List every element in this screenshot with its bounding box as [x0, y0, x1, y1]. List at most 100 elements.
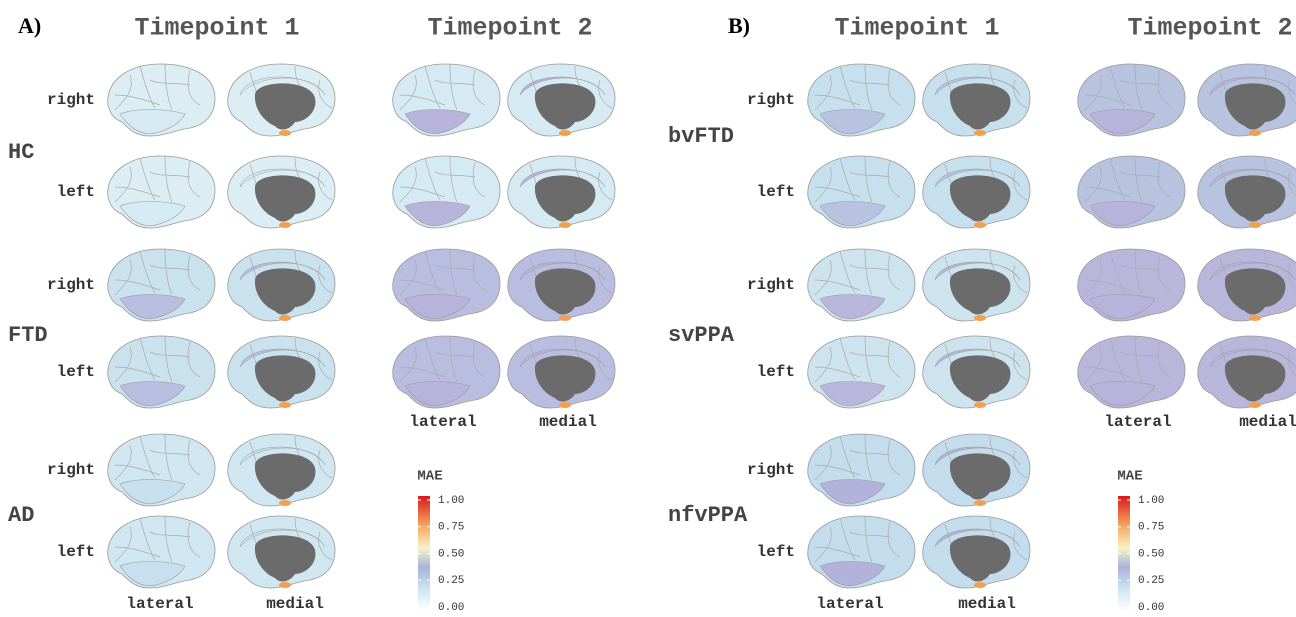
medial-brain — [508, 64, 615, 136]
medial-brain — [923, 336, 1030, 408]
colorbar-title: MAE — [1117, 469, 1142, 485]
temporal-pole — [974, 582, 986, 588]
lateral-brain — [808, 434, 915, 506]
group-name: AD — [8, 503, 34, 528]
view-label: medial — [266, 595, 324, 613]
hemisphere-label: right — [747, 276, 795, 294]
colorbar-title: MAE — [417, 469, 442, 485]
lateral-brain — [808, 249, 915, 321]
colorbar-tick-label: 0.75 — [438, 522, 464, 534]
medial-brain — [1198, 336, 1296, 408]
hemisphere-label: right — [47, 91, 95, 109]
lateral-brain — [108, 434, 215, 506]
view-label: lateral — [409, 413, 476, 431]
lateral-brain — [808, 516, 915, 588]
group-name: svPPA — [668, 323, 735, 348]
hemisphere-label: left — [57, 543, 95, 561]
hemisphere-label: right — [47, 461, 95, 479]
medial-brain — [508, 156, 615, 228]
medial-brain — [923, 64, 1030, 136]
hemisphere-label: left — [57, 363, 95, 381]
view-label: medial — [1239, 413, 1296, 431]
hemisphere-label: left — [57, 183, 95, 201]
panel-label: A) — [18, 13, 41, 38]
colorbar-tick-label: 0.25 — [438, 575, 464, 587]
temporal-pole — [559, 222, 571, 228]
colorbar-tick-label: 0.50 — [438, 548, 464, 560]
temporal-pole — [974, 130, 986, 136]
hemisphere-label: left — [757, 363, 795, 381]
lateral-brain — [108, 336, 215, 408]
colorbar-tick-label: 0.75 — [1138, 522, 1164, 534]
medial-brain — [228, 249, 335, 321]
view-label: medial — [958, 595, 1016, 613]
lateral-brain — [1078, 156, 1185, 228]
lateral-brain — [108, 516, 215, 588]
medial-brain — [228, 336, 335, 408]
temporal-pole — [1249, 222, 1261, 228]
view-label: lateral — [816, 595, 883, 613]
temporal-pole — [279, 222, 291, 228]
lateral-brain — [393, 156, 500, 228]
panel-label: B) — [728, 13, 750, 38]
figure: A)Timepoint 1Timepoint 2HCrightleftFTDri… — [0, 0, 1296, 617]
temporal-pole — [279, 130, 291, 136]
lateral-brain — [808, 336, 915, 408]
temporal-pole — [1249, 130, 1261, 136]
colorbar-tick-label: 0.00 — [438, 602, 464, 614]
lateral-brain — [393, 249, 500, 321]
colorbar-tick-label: 0.00 — [1138, 602, 1164, 614]
medial-brain — [228, 156, 335, 228]
medial-brain — [923, 516, 1030, 588]
medial-brain — [923, 249, 1030, 321]
medial-brain — [228, 516, 335, 588]
medial-brain — [1198, 156, 1296, 228]
lateral-brain — [108, 156, 215, 228]
lateral-brain — [1078, 249, 1185, 321]
temporal-pole — [974, 315, 986, 321]
medial-brain — [923, 434, 1030, 506]
colorbar-tick-label: 0.50 — [1138, 548, 1164, 560]
medial-brain — [923, 156, 1030, 228]
temporal-pole — [559, 315, 571, 321]
lateral-brain — [393, 64, 500, 136]
colorbar-tick-label: 1.00 — [438, 495, 464, 507]
lateral-brain — [808, 156, 915, 228]
colorbar-tick-label: 1.00 — [1138, 495, 1164, 507]
temporal-pole — [279, 582, 291, 588]
temporal-pole — [279, 402, 291, 408]
group-name: nfvPPA — [668, 503, 748, 528]
colorbar-tick-label: 0.25 — [1138, 575, 1164, 587]
hemisphere-label: right — [47, 276, 95, 294]
temporal-pole — [1249, 402, 1261, 408]
lateral-brain — [108, 64, 215, 136]
lateral-brain — [108, 249, 215, 321]
column-title: Timepoint 2 — [427, 14, 592, 43]
lateral-brain — [808, 64, 915, 136]
group-name: bvFTD — [668, 124, 734, 149]
lateral-brain — [393, 336, 500, 408]
hemisphere-label: right — [747, 91, 795, 109]
temporal-pole — [279, 315, 291, 321]
medial-brain — [508, 249, 615, 321]
temporal-pole — [559, 402, 571, 408]
column-title: Timepoint 2 — [1127, 14, 1292, 43]
medial-brain — [1198, 249, 1296, 321]
hemisphere-label: left — [757, 183, 795, 201]
view-label: medial — [539, 413, 597, 431]
medial-brain — [228, 434, 335, 506]
hemisphere-label: left — [757, 543, 795, 561]
temporal-pole — [279, 500, 291, 506]
view-label: lateral — [1104, 413, 1171, 431]
column-title: Timepoint 1 — [134, 14, 299, 43]
hemisphere-label: right — [747, 461, 795, 479]
temporal-pole — [974, 402, 986, 408]
column-title: Timepoint 1 — [834, 14, 999, 43]
temporal-pole — [559, 130, 571, 136]
medial-brain — [228, 64, 335, 136]
temporal-pole — [974, 222, 986, 228]
temporal-pole — [1249, 315, 1261, 321]
view-label: lateral — [126, 595, 193, 613]
group-name: HC — [8, 140, 34, 165]
medial-brain — [508, 336, 615, 408]
